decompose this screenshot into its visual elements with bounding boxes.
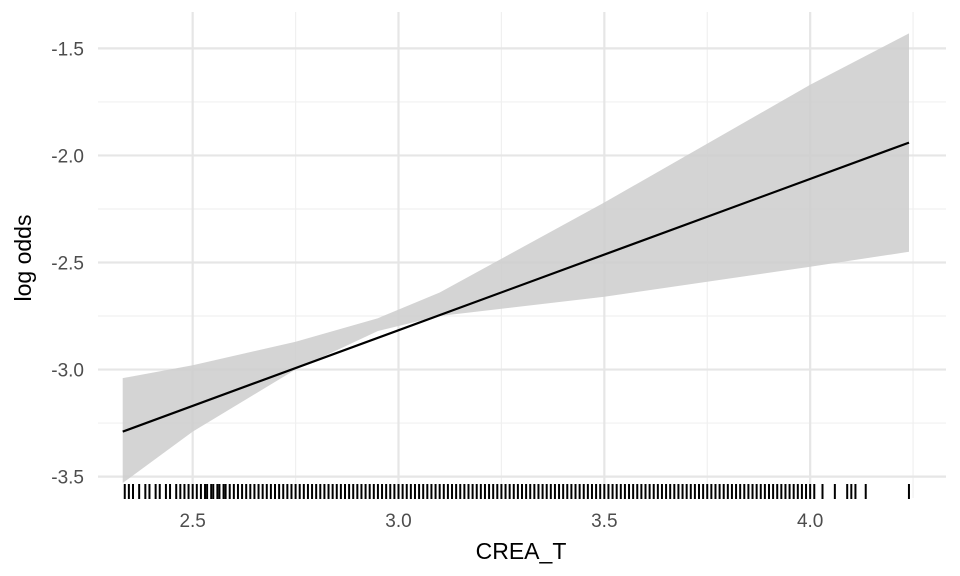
y-tick-labels: -3.5 -3.0 -2.5 -2.0 -1.5 [51, 39, 84, 488]
rug-layer [123, 484, 910, 499]
x-tick-label: 3.0 [385, 511, 411, 532]
x-tick-label: 2.5 [179, 511, 205, 532]
y-tick-label: -2.5 [51, 253, 84, 274]
fit-line [122, 141, 910, 433]
x-axis-title: CREA_T [476, 538, 567, 564]
fit-line-layer [122, 141, 910, 433]
confidence-band-layer [122, 33, 909, 484]
x-tick-labels: 2.5 3.0 3.5 4.0 [179, 511, 823, 532]
confidence-band [122, 33, 909, 484]
y-tick-label: -1.5 [51, 39, 84, 60]
x-tick-label: 4.0 [797, 511, 823, 532]
minor-gridlines [98, 12, 946, 498]
y-axis-title: log odds [10, 215, 36, 302]
y-tick-label: -3.5 [51, 468, 84, 489]
x-tick-label: 3.5 [591, 511, 617, 532]
y-tick-label: -2.0 [51, 146, 84, 167]
y-tick-label: -3.0 [51, 361, 84, 382]
